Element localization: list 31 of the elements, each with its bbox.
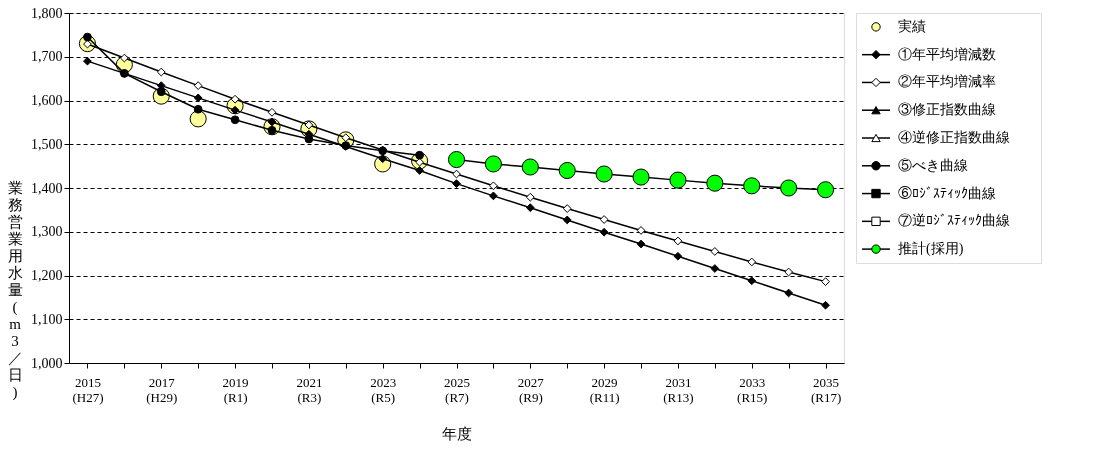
x-axis-title: 年度: [442, 425, 472, 442]
x-tick-label: 2029 (R11): [589, 374, 620, 405]
legend-label: ②年平均増減率: [898, 73, 996, 90]
x-tick-label: 2031 (R13): [663, 374, 694, 405]
y-tick-label: 1,100: [31, 311, 63, 327]
legend-label: ⑦逆ﾛｼﾞｽﾃｨｯｸ曲線: [898, 213, 1010, 229]
x-tick-label: 2035 (R17): [810, 374, 842, 405]
y-tick-label: 1,500: [31, 136, 63, 152]
y-tick-label: 1,600: [31, 93, 63, 108]
legend-label: ③修正指数曲線: [898, 102, 996, 118]
text: 業務営業用水量(m3／日): [7, 180, 23, 400]
x-tick-label: 2017 (H29): [146, 374, 178, 405]
x-tick-label: 2023 (R5): [370, 374, 397, 405]
legend-label: ①年平均増減数: [898, 45, 996, 62]
x-tick-label: 2015 (H27): [72, 374, 104, 405]
legend-label: ④逆修正指数曲線: [898, 130, 1010, 145]
y-tick-label: 1,800: [31, 5, 63, 21]
x-tick-label: 2021 (R3): [296, 374, 323, 405]
y-tick-label: 1,300: [31, 224, 63, 240]
legend-label: ⑥ﾛｼﾞｽﾃｨｯｸ曲線: [898, 185, 996, 201]
x-tick-label: 2033 (R15): [737, 374, 768, 405]
y-tick-label: 1,400: [31, 180, 63, 196]
y-tick-label: 1,200: [31, 268, 63, 283]
y-tick-label: 1,700: [31, 49, 63, 65]
x-tick-label: 2019 (R1): [222, 374, 249, 405]
x-tick-label: 2027 (R9): [517, 374, 545, 405]
legend-label: 推計(採用): [898, 241, 964, 258]
x-tick-label: 2025 (R7): [444, 374, 470, 405]
y-tick-label: 1,000: [31, 355, 63, 371]
legend-label: ⑤べき曲線: [898, 157, 968, 173]
legend-label: 実績: [898, 18, 926, 34]
